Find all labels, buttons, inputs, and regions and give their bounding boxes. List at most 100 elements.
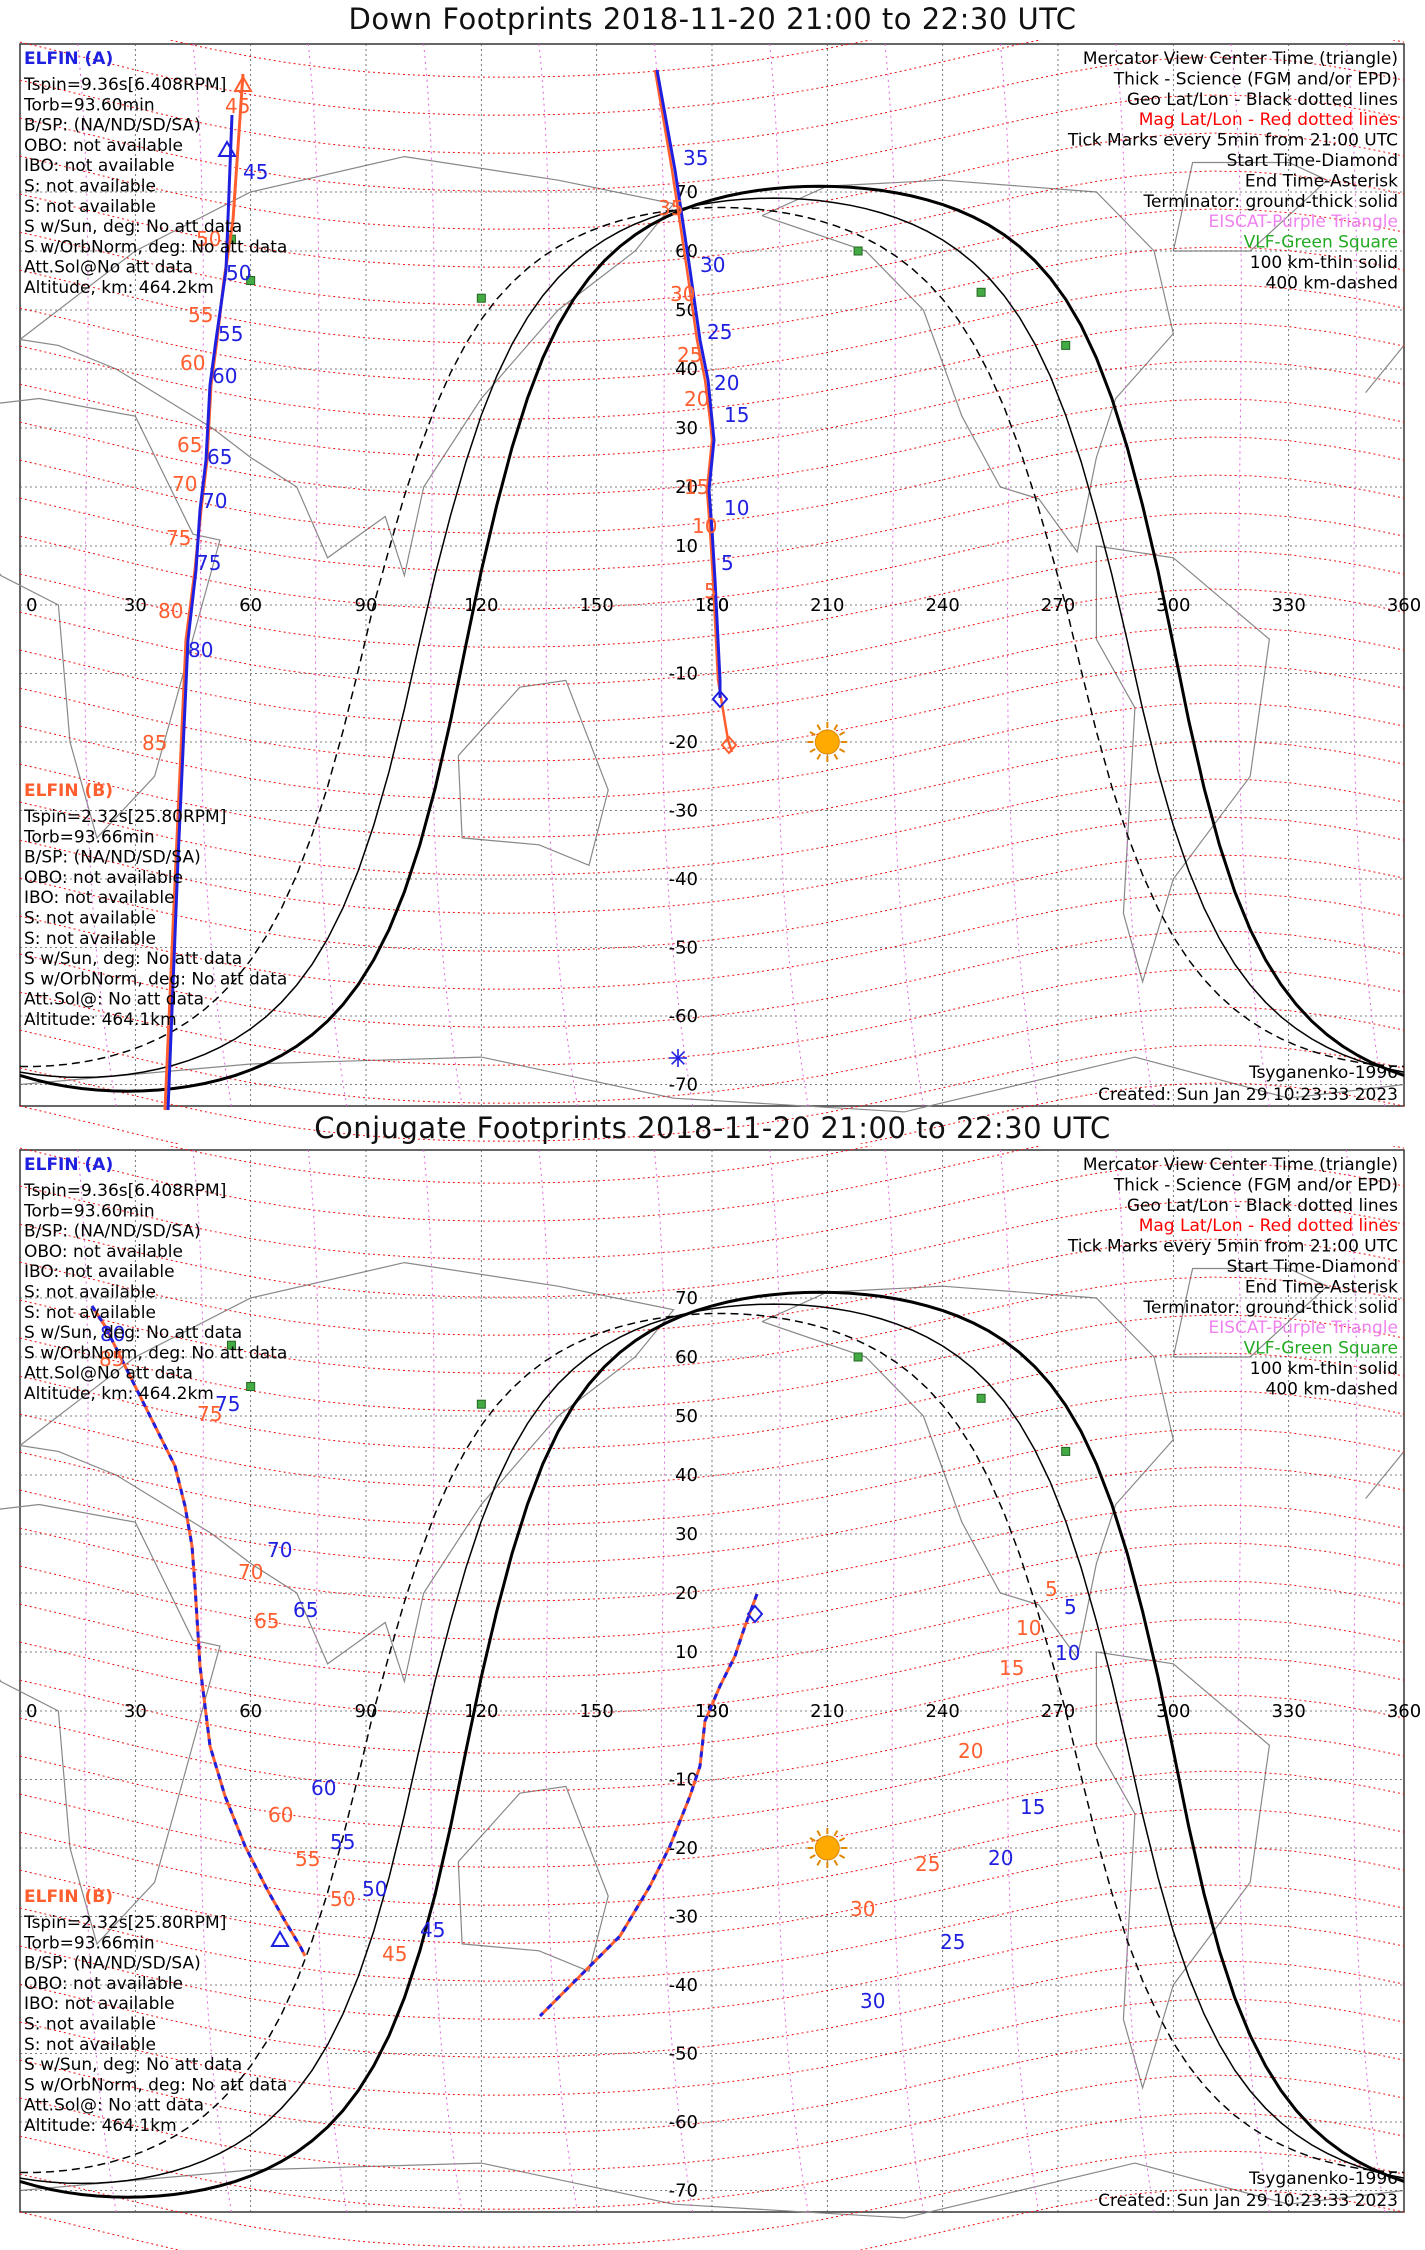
created-timestamp: Created: Sun Jan 29 10:23:33 2023 [1098, 1085, 1398, 1105]
mag-lat-line [19, 1618, 1405, 1716]
mag-lat-line [19, 1922, 1405, 2020]
vlf-station-icon [853, 1352, 863, 1362]
elfin-b-info: Tspin=2.32s[25.80RPM] [23, 1913, 226, 1933]
vlf-station-icon [1061, 1446, 1071, 1456]
elfin-b-info: Tspin=2.32s[25.80RPM] [23, 807, 226, 827]
lon-label: 180 [695, 595, 729, 616]
tick-label-elfin-b: 50 [330, 1887, 355, 1911]
mag-lon-line [1345, 43, 1386, 1107]
track-elfin-a [166, 114, 234, 1111]
sun-ray [816, 1830, 822, 1837]
elfin-a-info: OBO: not available [24, 1242, 183, 1262]
mag-lat-line [19, 664, 1405, 762]
mag-lat-line [19, 1960, 1405, 2058]
lat-label: -10 [669, 1770, 698, 1791]
sun-icon [814, 729, 840, 755]
sun-ray [816, 724, 822, 731]
legend-item: EISCAT-Purple Triangle [1208, 1318, 1398, 1338]
vlf-station-icon [976, 1393, 986, 1403]
lat-label: 50 [675, 1406, 698, 1427]
tick-label-elfin-b: 15 [999, 1656, 1024, 1680]
lon-label: 270 [1041, 595, 1075, 616]
lat-label: -50 [669, 2044, 698, 2065]
mag-lon-line [769, 1149, 809, 2213]
mag-lat-line [19, 1162, 1405, 1260]
elfin-a-info: B/SP: (NA/ND/SD/SA) [24, 1222, 201, 1242]
elfin-b-info: B/SP: (NA/ND/SD/SA) [24, 1954, 201, 1974]
legend-item: End Time-Asterisk [1245, 1277, 1398, 1297]
sun-ray [816, 753, 822, 760]
mag-lat-line [19, 1846, 1405, 1944]
mag-lat-line [19, 854, 1405, 952]
tick-label-elfin-a: 20 [714, 371, 739, 395]
elfin-b-info: Torb=93.66min [23, 1933, 155, 1953]
legend-item: Geo Lat/Lon - Black dotted lines [1127, 1196, 1398, 1216]
tick-label-elfin-b: 75 [197, 1402, 222, 1426]
elfin-a-info: Altitude, km: 464.2km [24, 1384, 214, 1404]
legend-item: Start Time-Diamond [1227, 1257, 1398, 1277]
mag-lon-line [884, 43, 924, 1107]
coastline [19, 2162, 1405, 2219]
lon-label: 0 [26, 1701, 37, 1722]
tick-label-elfin-b: 15 [684, 475, 709, 499]
mag-lon-line [1230, 1149, 1270, 2213]
sun-ray [809, 1854, 816, 1859]
mag-lon-line [653, 1149, 694, 2213]
sun-ray [838, 1854, 846, 1859]
mag-lat-line [19, 436, 1405, 534]
tick-label-elfin-a: 55 [330, 1830, 355, 1854]
mag-lon-line [653, 43, 694, 1107]
sun-ray [809, 748, 816, 753]
model-name: Tsyganenko-1996 [1248, 2169, 1398, 2189]
elfin-b-info: Altitude: 464.1km [24, 1010, 177, 1030]
mag-lon-line [1115, 1149, 1155, 2213]
tick-label-elfin-b: 5 [704, 579, 717, 603]
tick-label-elfin-a: 45 [420, 1918, 445, 1942]
sun-ray [838, 731, 846, 736]
start-time-diamond-icon [746, 1604, 764, 1624]
mag-lat-line [19, 246, 1405, 344]
tick-label-elfin-b: 10 [692, 514, 717, 538]
map-panel: 70 60 50 40 30 20 10 -10 -20 -30 -40 -50 -60 -70 0 30 60… [0, 40, 1421, 1144]
tick-label-elfin-a: 10 [1055, 1641, 1080, 1665]
lon-label: 300 [1156, 595, 1190, 616]
panel-title: Conjugate Footprints 2018-11-20 21:00 to… [314, 1111, 1111, 1145]
legend-item: 400 km-dashed [1266, 273, 1398, 293]
lon-label: 60 [239, 595, 262, 616]
lon-label: 30 [124, 1701, 147, 1722]
elfin-a-info: IBO: not available [24, 156, 175, 176]
mag-lat-line [19, 1808, 1405, 1906]
lat-label: 10 [675, 536, 698, 557]
tick-label-elfin-a: 30 [860, 1989, 885, 2013]
terminator-400km [20, 1312, 1405, 2174]
lat-label: -30 [669, 801, 698, 822]
tick-label-elfin-b: 20 [684, 387, 709, 411]
mag-lat-line [19, 1732, 1405, 1830]
vlf-station-icon [1061, 340, 1071, 350]
mag-lon-line [77, 1149, 117, 2213]
mag-lat-line [19, 322, 1405, 420]
mag-lat-line [19, 1884, 1405, 1982]
mag-lat-line [19, 132, 1405, 230]
elfin-a-info: Tspin=9.36s[6.408RPM] [23, 1181, 226, 1201]
sun-ray [809, 1837, 816, 1842]
tick-label-elfin-a: 5 [721, 551, 734, 575]
lon-label: 60 [239, 1701, 262, 1722]
mag-lon-line [769, 43, 809, 1107]
tick-label-elfin-b: 30 [850, 1897, 875, 1921]
tick-label-elfin-b: 35 [658, 196, 683, 220]
mag-lon-line [423, 43, 463, 1107]
legend-item: End Time-Asterisk [1245, 171, 1398, 191]
coastline [457, 1785, 609, 1973]
lon-label: 150 [579, 1701, 613, 1722]
lat-label: 40 [675, 1465, 698, 1486]
tick-label-elfin-a: 5 [1064, 1595, 1077, 1619]
tick-label-elfin-a: 45 [243, 160, 268, 184]
sun-icon [807, 722, 848, 762]
vlf-station-icon [246, 1382, 256, 1391]
terminator-100km [19, 1303, 1405, 2185]
track-elfin-a [655, 69, 722, 698]
map-panel: 70 60 50 40 30 20 10 -10 -20 -30 -40 -50 -60 -70 0 30 60… [0, 1146, 1421, 2250]
elfin-b-info: S: not available [24, 929, 156, 949]
mag-lat-line [19, 512, 1405, 610]
